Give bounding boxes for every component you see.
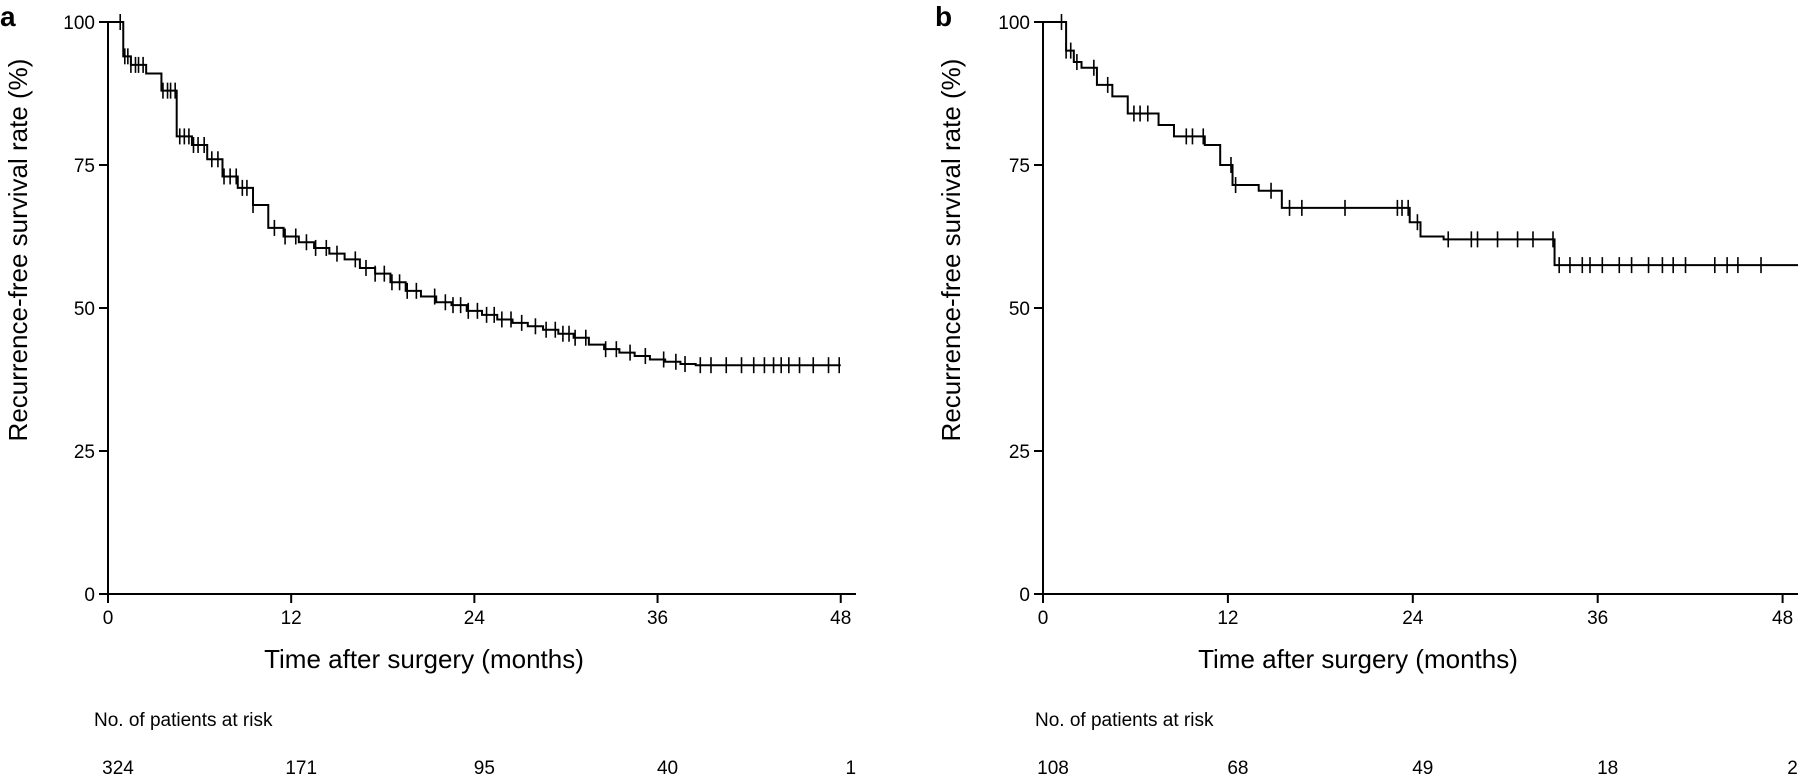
panel-b-risk-count: 49 <box>1412 758 1433 779</box>
panel-a-x-tick-label: 48 <box>830 608 851 629</box>
panel-b-x-tick-label: 24 <box>1402 608 1424 629</box>
panel-b-letter: b <box>935 1 952 32</box>
panel-a: a Time after surgery (months) Recurrence… <box>0 1 856 779</box>
panel-a-risk-count: 1 <box>845 758 856 779</box>
panel-a-y-tick-label: 75 <box>74 156 95 177</box>
panel-a-risk-count: 95 <box>474 758 495 779</box>
panel-a-survival-curve <box>108 21 841 367</box>
panel-a-x-axis-title: Time after surgery (months) <box>264 644 584 674</box>
panel-a-x-tick-label: 24 <box>464 608 486 629</box>
panel-a-y-axis-title: Recurrence-free survival rate (%) <box>3 59 33 442</box>
panel-b-y-axis-title: Recurrence-free survival rate (%) <box>936 59 966 442</box>
panel-b-risk-count: 68 <box>1227 758 1248 779</box>
panel-a-risk-count: 40 <box>657 758 678 779</box>
panel-b-y-tick-label: 0 <box>1019 585 1030 606</box>
panel-a-risk-table-title: No. of patients at risk <box>94 710 273 731</box>
panel-a-y-tick-label: 100 <box>63 13 95 34</box>
panel-b-risk-count: 2 <box>1787 758 1798 779</box>
panel-b-survival-curve <box>1043 21 1798 267</box>
panel-b-risk-table-title: No. of patients at risk <box>1035 710 1214 731</box>
panel-b-y-tick-label: 100 <box>998 13 1030 34</box>
panel-a-x-tick-label: 36 <box>647 608 668 629</box>
panel-a-y-tick-label: 0 <box>84 585 95 606</box>
panel-a-plot-area: 0 25 50 75 100 0 12 24 36 48 324 171 95 40 1 <box>63 13 856 779</box>
panel-a-x-tick-label: 0 <box>103 608 114 629</box>
panel-b-x-tick-label: 12 <box>1217 608 1238 629</box>
panel-a-x-tick-label: 12 <box>281 608 302 629</box>
panel-a-letter: a <box>0 1 16 32</box>
panel-b-x-tick-label: 0 <box>1038 608 1049 629</box>
panel-a-y-tick-label: 50 <box>74 299 95 320</box>
panel-b-plot-area: 0 25 50 75 100 0 12 24 36 48 108 68 49 18 2 <box>998 13 1798 779</box>
panel-b-x-axis-title: Time after surgery (months) <box>1198 644 1518 674</box>
panel-b-y-tick-label: 50 <box>1009 299 1030 320</box>
panel-b-risk-count: 18 <box>1597 758 1618 779</box>
panel-b-x-tick-label: 36 <box>1587 608 1608 629</box>
panel-a-y-tick-label: 25 <box>74 442 95 463</box>
panel-a-risk-count: 171 <box>285 758 317 779</box>
panel-b: b Time after surgery (months) Recurrence… <box>935 1 1798 779</box>
panel-b-y-tick-label: 75 <box>1009 156 1030 177</box>
panel-b-x-tick-label: 48 <box>1772 608 1793 629</box>
panel-b-risk-count: 108 <box>1037 758 1069 779</box>
panel-a-risk-count: 324 <box>102 758 134 779</box>
panel-b-y-tick-label: 25 <box>1009 442 1030 463</box>
